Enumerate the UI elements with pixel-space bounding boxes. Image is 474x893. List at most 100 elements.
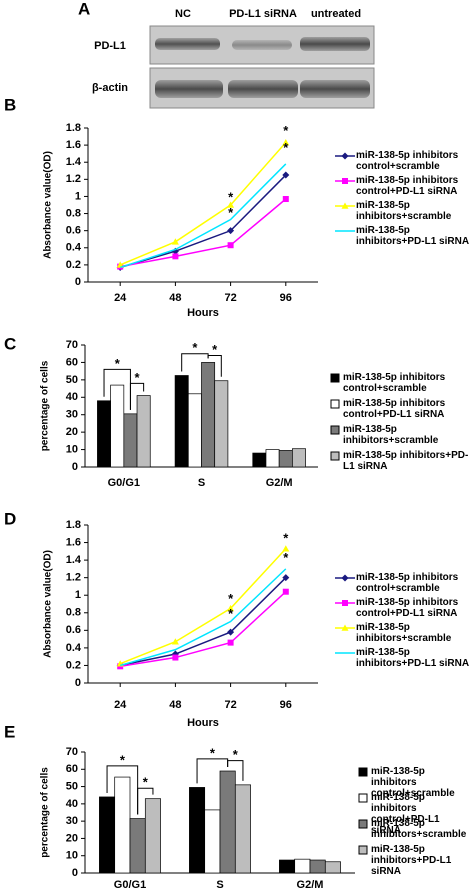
legend-swatch <box>358 793 368 803</box>
legend-item: miR-138-5p inhibitors+scramble <box>335 622 472 644</box>
y-tick-label: 0.4 <box>66 642 82 654</box>
legend-swatch <box>335 624 355 631</box>
legend-item: miR-138-5p inhibitors+PD-L1 siRNA <box>330 450 472 472</box>
bar <box>309 859 326 874</box>
x-tick-label: G2/M <box>297 879 324 891</box>
x-tick-label: G2/M <box>266 477 293 489</box>
y-tick-label: 60 <box>66 356 78 368</box>
series-line <box>119 142 287 266</box>
bar <box>99 796 116 874</box>
y-tick-label: 70 <box>66 339 78 351</box>
blot-band <box>300 37 370 51</box>
bar <box>252 452 267 468</box>
y-tick-label: 30 <box>66 815 78 827</box>
x-axis-label: Hours <box>187 717 219 729</box>
series-line <box>119 174 287 269</box>
y-axis-label: Absorbance value(OD) <box>43 550 54 658</box>
bar <box>123 413 138 468</box>
marker <box>342 600 348 606</box>
marker <box>171 238 179 245</box>
legend-box <box>358 819 368 829</box>
y-tick-label: 50 <box>66 780 78 792</box>
y-tick-label: 1 <box>75 190 81 202</box>
legend-text: miR-138-5p inhibitors+scramble <box>371 818 467 840</box>
annotation: * <box>192 340 198 355</box>
legend-box <box>358 793 368 803</box>
y-tick-label: 1.6 <box>66 139 81 151</box>
legend-text: miR-138-5p inhibitors+PD-L1 siRNA <box>356 225 470 247</box>
y-tick-label: 0.4 <box>66 242 82 254</box>
y-tick-label: 60 <box>66 763 78 775</box>
marker <box>342 178 348 184</box>
legend-swatch <box>330 373 340 383</box>
bar <box>279 859 296 874</box>
legend-swatch <box>335 178 355 184</box>
blot-band <box>228 80 298 98</box>
legend-text: miR-138-5p inhibitors+scramble <box>343 424 439 446</box>
x-tick-label: G0/G1 <box>108 477 140 489</box>
marker <box>341 152 349 160</box>
marker <box>282 171 290 179</box>
legend-swatch <box>330 399 340 409</box>
x-tick-label: 24 <box>114 292 127 304</box>
annotation: * <box>143 775 149 790</box>
legend-text: miR-138-5p inhibitors control+PD-L1 siRN… <box>371 792 440 836</box>
legend-item: miR-138-5p inhibitors+PD-L1 siRNA <box>335 647 472 669</box>
bar <box>265 449 280 468</box>
annotation: * <box>228 190 234 205</box>
legend-item: miR-138-5p inhibitors control+scramble <box>335 150 472 172</box>
row-label: PD-L1 <box>94 40 126 52</box>
y-tick-label: 10 <box>66 850 78 862</box>
x-tick-label: G0/G1 <box>114 879 146 891</box>
annotation: * <box>212 342 218 357</box>
y-tick-label: 0.6 <box>66 225 81 237</box>
bar <box>294 858 311 874</box>
legend-box <box>330 373 340 383</box>
legend-text: miR-138-5p inhibitors control+PD-L1 siRN… <box>356 597 459 619</box>
y-tick-label: 1.4 <box>66 156 82 168</box>
row-label: β-actin <box>92 82 128 94</box>
y-tick-label: 0 <box>72 461 78 473</box>
legend-swatch <box>335 600 355 606</box>
legend-text: miR-138-5p inhibitors control+scramble <box>371 766 455 799</box>
marker <box>282 588 289 595</box>
legend-swatch <box>335 152 355 160</box>
y-tick-label: 0 <box>75 276 81 288</box>
legend-item: miR-138-5p inhibitors+scramble <box>335 200 472 222</box>
y-tick-label: 0.6 <box>66 624 81 636</box>
x-tick-label: 72 <box>224 292 236 304</box>
bar <box>201 362 216 468</box>
y-tick-label: 30 <box>66 409 78 421</box>
bar <box>204 809 221 874</box>
y-tick-label: 1.8 <box>66 519 81 531</box>
bar <box>144 798 161 874</box>
legend-item: miR-138-5p inhibitors control+PD-L1 siRN… <box>358 792 472 836</box>
legend-text: miR-138-5p inhibitors+PD-L1 siRNA <box>343 450 469 472</box>
marker <box>227 639 234 646</box>
marker <box>282 196 289 203</box>
marker <box>227 628 235 636</box>
legend-swatch <box>358 767 368 777</box>
y-tick-label: 50 <box>66 374 78 386</box>
marker <box>227 604 235 612</box>
series-line <box>120 198 287 268</box>
legend-box <box>358 767 368 777</box>
y-tick-label: 0.8 <box>66 607 81 619</box>
marker <box>341 624 349 631</box>
legend-item: miR-138-5p inhibitors+scramble <box>330 424 472 446</box>
y-tick-label: 1 <box>75 589 81 601</box>
panel-label: B <box>4 95 16 114</box>
legend-text: miR-138-5p inhibitors+scramble <box>356 200 452 222</box>
legend-text: miR-138-5p inhibitors control+scramble <box>356 572 459 594</box>
marker <box>227 227 235 235</box>
legend-item: miR-138-5p inhibitors+PD-L1 siRNA <box>358 844 472 877</box>
significance-bracket <box>129 382 145 410</box>
x-tick-label: 96 <box>280 699 292 711</box>
y-tick-label: 0.2 <box>66 259 81 271</box>
annotation: * <box>283 530 289 545</box>
series-line <box>119 548 287 665</box>
marker <box>171 638 179 645</box>
annotation: * <box>228 205 234 220</box>
